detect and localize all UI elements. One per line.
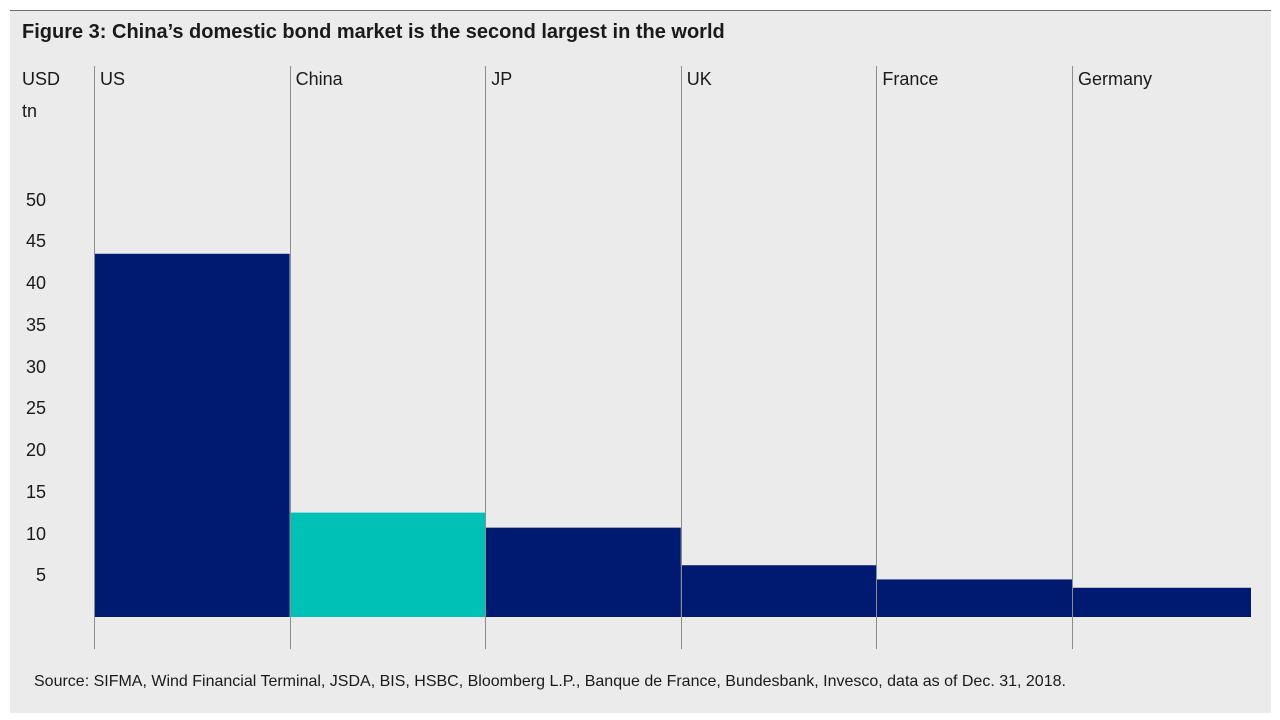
- category-label-jp: JP: [491, 69, 513, 89]
- y-tick-label-50: 50: [25, 189, 46, 210]
- chart-title: Figure 3: China’s domestic bond market i…: [22, 21, 725, 43]
- category-label-uk: UK: [686, 69, 712, 89]
- bar-uk: [680, 565, 877, 617]
- bar-germany: [1072, 587, 1251, 617]
- category-label-us: US: [100, 69, 126, 89]
- category-label-germany: Germany: [1078, 69, 1153, 89]
- y-tick-label-5: 5: [35, 565, 46, 586]
- source-note: Source: SIFMA, Wind Financial Terminal, …: [34, 673, 1066, 690]
- y-tick-label-10: 10: [25, 523, 46, 544]
- y-tick-label-45: 45: [25, 231, 46, 252]
- y-tick-label-25: 25: [25, 398, 46, 419]
- y-tick-label-30: 30: [25, 356, 46, 377]
- category-label-china: China: [295, 69, 343, 89]
- y-tick-label-40: 40: [25, 273, 46, 293]
- bar-plot: [94, 66, 1251, 649]
- y-tick-label-20: 20: [25, 440, 46, 460]
- y-axis-unit-line-2: tn: [22, 101, 38, 121]
- y-axis-unit-line-1: USD: [22, 69, 61, 89]
- bar-us: [94, 253, 290, 617]
- y-tick-label-15: 15: [25, 481, 46, 502]
- bar-france: [876, 579, 1072, 617]
- y-tick-label-35: 35: [25, 314, 46, 335]
- bar-china: [289, 512, 486, 617]
- bar-jp: [485, 527, 681, 617]
- category-label-france: France: [882, 69, 939, 89]
- chart-frame: Figure 3: China’s domestic bond market i…: [10, 10, 1271, 713]
